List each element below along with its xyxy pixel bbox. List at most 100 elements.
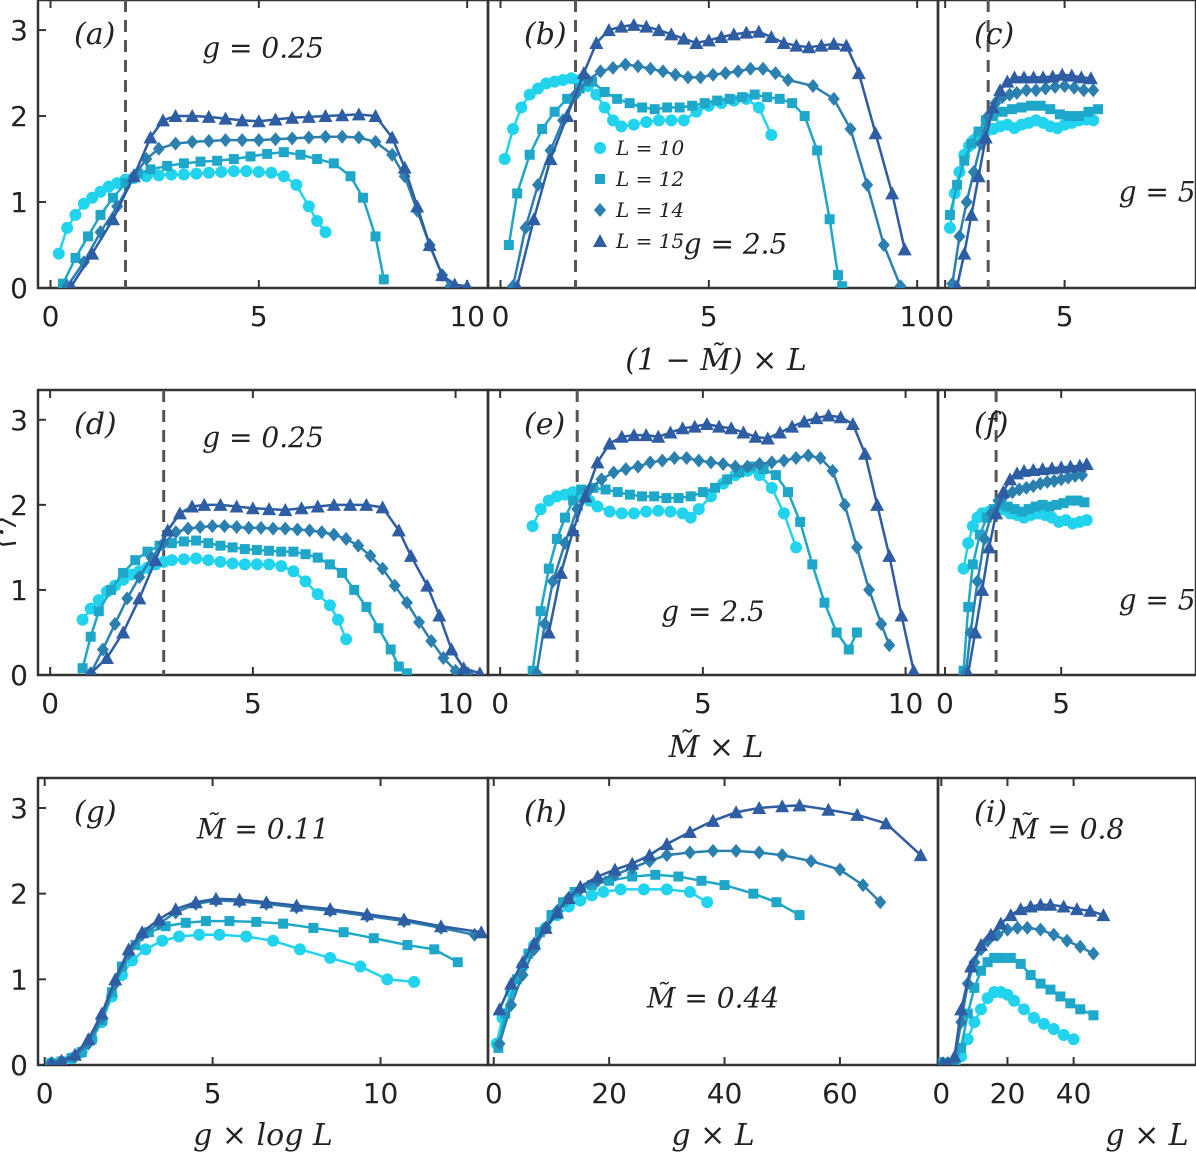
data-point-diamond [340,531,353,546]
data-point-circle [1037,1017,1050,1030]
plot-area [76,390,485,675]
data-point-square [612,487,623,498]
data-point-circle [526,520,539,533]
data-point-square [551,533,562,544]
data-point-square [687,100,698,111]
data-point-square [180,917,191,928]
data-point-triangle [913,848,928,862]
data-point-triangle [232,892,247,906]
data-point-circle [637,883,650,896]
data-point-square [600,484,611,495]
data-point-square [239,544,250,555]
data-point-circle [615,120,628,133]
data-point-diamond [302,130,315,145]
data-point-diamond [894,279,907,288]
data-point-diamond [683,845,696,860]
data-point-square [337,567,348,578]
y-tick-label: 1 [10,186,28,219]
data-point-triangle [626,428,641,442]
data-point-diamond [133,570,146,585]
panel-annotation: g = 5 [1119,583,1196,616]
data-point-diamond [594,203,606,217]
plot-area [957,390,1094,675]
data-point-triangle [475,666,485,675]
x-tick-label: 10 [449,300,485,333]
x-axis-label: g × L [671,1118,754,1153]
data-point-diamond [1047,927,1060,942]
data-point-diamond [206,519,219,534]
data-point-triangle [676,31,691,45]
data-point-square [76,1047,87,1058]
data-point-square [1065,495,1076,506]
data-point-triangle [663,425,678,439]
data-point-diamond [194,519,207,534]
data-point-triangle [1083,903,1098,917]
data-point-square [537,123,548,134]
data-point-square [997,106,1008,117]
data-point-triangle [850,807,865,821]
data-point-circle [165,168,178,181]
data-point-square [1045,984,1056,995]
data-point-square [95,209,106,220]
data-point-square [203,538,214,549]
data-point-circle [590,88,603,101]
data-point-diamond [319,129,332,144]
data-point-diamond [632,59,644,74]
data-point-triangle [262,502,277,516]
data-point-diamond [516,968,529,983]
data-point-diamond [219,133,232,148]
plot-area [938,897,1111,1065]
data-point-diamond [121,591,134,606]
data-point-square [278,918,289,929]
data-point-square [393,661,404,672]
series-L10 [76,552,353,646]
data-point-square [696,875,707,886]
data-point-triangle [789,38,804,52]
data-point-triangle [1083,71,1098,85]
data-point-triangle [1063,459,1078,473]
data-point-square [1055,991,1066,1002]
plot-area [526,390,920,675]
data-point-square [771,897,782,908]
data-point-square [452,957,463,968]
data-point-circle [275,560,288,573]
data-point-triangle [751,24,766,38]
data-point-circle [765,128,778,141]
data-point-square [349,584,360,595]
data-point-diamond [286,131,299,146]
data-point-circle [323,599,336,612]
data-point-triangle [135,925,150,939]
panel-label: (h) [524,795,567,830]
data-point-triangle [954,1002,969,1016]
data-point-circle [614,883,627,896]
data-point-diamond [352,130,365,145]
data-point-triangle [278,502,293,516]
data-point-triangle [46,1056,57,1065]
data-point-triangle [1007,70,1022,84]
panel-d: 0 5 10 0 1 2 3 (d) g = 0.25 [10,388,490,720]
data-point-triangle [245,501,260,515]
data-point-triangle [541,625,556,639]
data-point-triangle [772,425,787,439]
data-point-diamond [607,60,619,75]
data-point-triangle [1079,457,1094,471]
data-point-diamond [883,638,896,653]
data-point-triangle [573,879,588,893]
data-point-square [637,102,648,113]
data-point-triangle [736,425,751,439]
data-point-diamond [874,895,887,910]
panel-label: (e) [524,407,565,442]
data-point-square [178,158,189,169]
data-point-triangle [821,802,836,816]
data-point-diamond [978,531,991,546]
data-point-triangle [775,799,790,813]
plot-area [498,0,912,288]
y-tick-label: 0 [10,272,28,305]
data-point-circle [177,553,190,566]
data-point-square [200,916,211,927]
data-point-square [649,104,660,115]
data-point-square [774,93,785,104]
panel-g: 0 5 10 0 1 2 3 (g) M̃ = 0.11 g × log L [10,776,490,1153]
data-point-triangle [625,856,640,870]
data-point-square [982,957,993,968]
